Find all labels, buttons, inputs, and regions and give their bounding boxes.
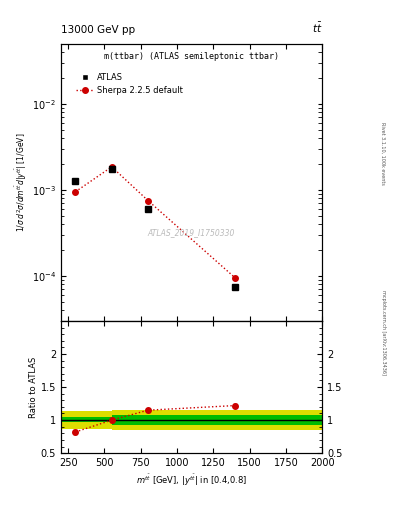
Y-axis label: Ratio to ATLAS: Ratio to ATLAS xyxy=(29,356,38,418)
Y-axis label: $1/\sigma\,d^2\sigma/dm^{t\bar{t}}d|y^{t\bar{t}}|$ [1/GeV]: $1/\sigma\,d^2\sigma/dm^{t\bar{t}}d|y^{t… xyxy=(13,133,29,232)
X-axis label: $m^{t\bar{t}}$ [GeV], $|y^{t\bar{t}}|$ in [0.4,0.8]: $m^{t\bar{t}}$ [GeV], $|y^{t\bar{t}}|$ i… xyxy=(136,472,247,488)
Text: $t\bar{t}$: $t\bar{t}$ xyxy=(312,20,322,35)
Text: ATLAS_2019_I1750330: ATLAS_2019_I1750330 xyxy=(148,228,235,237)
Text: mcplots.cern.ch [arXiv:1306.3436]: mcplots.cern.ch [arXiv:1306.3436] xyxy=(381,290,386,375)
Text: Rivet 3.1.10, 100k events: Rivet 3.1.10, 100k events xyxy=(381,122,386,185)
Text: 13000 GeV pp: 13000 GeV pp xyxy=(61,25,135,35)
Text: m(ttbar) (ATLAS semileptonic ttbar): m(ttbar) (ATLAS semileptonic ttbar) xyxy=(104,52,279,61)
Legend: ATLAS, Sherpa 2.2.5 default: ATLAS, Sherpa 2.2.5 default xyxy=(73,70,186,99)
